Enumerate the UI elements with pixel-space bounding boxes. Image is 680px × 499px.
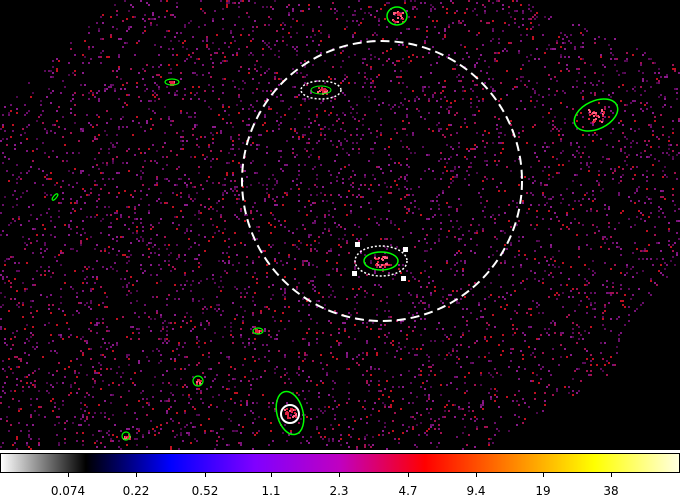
source-region-lower-mid[interactable]	[252, 327, 264, 335]
colorbar-tick-mark	[611, 472, 612, 477]
source-region-top[interactable]	[386, 6, 408, 26]
colorbar-tick-label: 4.7	[398, 484, 418, 498]
image-display-canvas[interactable]	[0, 0, 680, 450]
colorbar-tick-mark	[476, 472, 477, 477]
source-region-left-edge[interactable]	[51, 193, 59, 201]
resize-handle-top-left[interactable]	[355, 242, 360, 247]
colorbar-tick-mark	[543, 472, 544, 477]
background-region-selected[interactable]	[354, 245, 408, 277]
colorbar-tick-mark	[136, 472, 137, 477]
colorbar-tick-mark	[271, 472, 272, 477]
colorbar-tick-label: 0.22	[122, 484, 150, 498]
colorbar-tick-label: 9.4	[466, 484, 486, 498]
colorbar-tick-label: 0.52	[191, 484, 219, 498]
colorbar-tick-mark	[68, 472, 69, 477]
source-region-bottom-left[interactable]	[121, 431, 131, 441]
colorbar-tick-label: 19	[535, 484, 551, 498]
photon-events	[0, 0, 680, 450]
source-region-right[interactable]	[569, 93, 623, 138]
xray-image[interactable]	[0, 0, 680, 450]
colorbar-tick-label: 38	[603, 484, 619, 498]
colorbar-tick-label: 1.1	[261, 484, 281, 498]
selected-circle-bottom[interactable]	[280, 404, 300, 424]
extraction-region-circle[interactable]	[241, 40, 523, 322]
source-region-upper[interactable]	[310, 85, 332, 95]
source-region-bottom[interactable]	[272, 388, 309, 437]
colorbar-tick-mark	[339, 472, 340, 477]
colorbar-gradient[interactable]	[0, 453, 680, 473]
resize-handle-bottom-right[interactable]	[401, 276, 406, 281]
source-region-upper-left[interactable]	[164, 78, 180, 86]
source-region-lower-left[interactable]	[192, 375, 204, 387]
resize-handle-bottom-left[interactable]	[352, 271, 357, 276]
colorbar-tick-mark	[205, 472, 206, 477]
colorbar-tick-label: 0.074	[50, 484, 86, 498]
colorbar-tick-label: 2.3	[329, 484, 349, 498]
background-region-upper[interactable]	[300, 80, 342, 100]
resize-handle-top-right[interactable]	[403, 247, 408, 252]
colorbar-panel: 0.074 0.22 0.52 1.1 2.3 4.7 9.4 19 38	[0, 450, 680, 499]
source-region-selected[interactable]	[363, 251, 399, 271]
colorbar-tick-mark	[408, 472, 409, 477]
